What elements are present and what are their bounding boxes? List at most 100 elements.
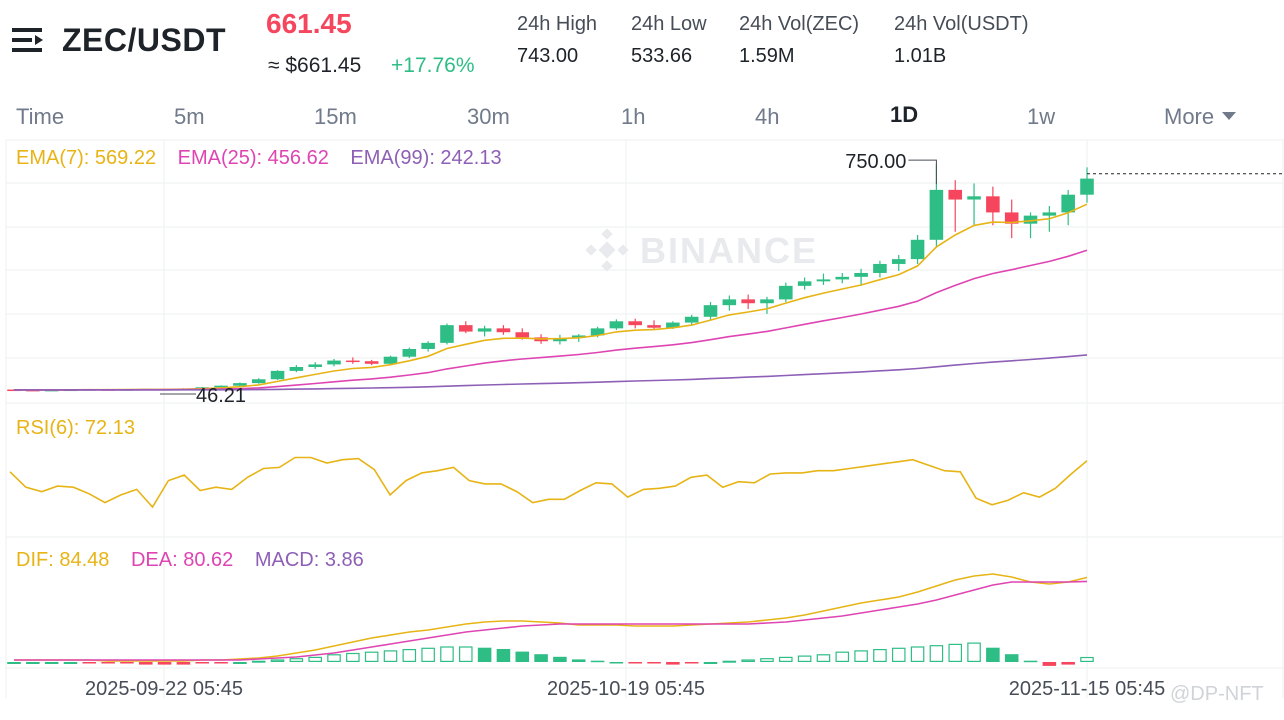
macd-bar <box>835 651 850 663</box>
watermark-text: BINANCE <box>640 230 818 271</box>
candle-body <box>703 305 718 317</box>
macd-bar <box>308 656 322 663</box>
candle-body <box>910 239 925 260</box>
macd-bar <box>44 661 59 664</box>
macd-bar <box>929 645 944 663</box>
ema-legend: EMA(7): 569.22 EMA(25): 456.62 EMA(99): … <box>16 147 502 170</box>
candle-body <box>289 367 304 371</box>
candle-body <box>628 321 642 326</box>
ticker-header: ZEC/USDT 661.45 ≈ $661.45 +17.76% 24h Hi… <box>0 0 1284 95</box>
candle-body <box>214 385 228 388</box>
candle-body <box>1042 212 1057 216</box>
macd-bar <box>421 647 435 662</box>
pair-title[interactable]: ZEC/USDT <box>62 22 226 58</box>
macd-bar <box>722 660 737 663</box>
high-label: 750.00 <box>845 151 906 173</box>
tab-4h[interactable]: 4h <box>755 104 780 129</box>
stat-low-label: 24h Low <box>631 13 707 35</box>
stat-vol-quote-value: 1.01B <box>894 45 947 67</box>
dea-line <box>14 580 1088 661</box>
macd-bar <box>383 650 398 663</box>
macd-bar <box>120 662 134 664</box>
macd-bar <box>891 647 906 662</box>
macd-bar <box>647 662 661 664</box>
candle-body <box>1004 212 1019 224</box>
macd-bar <box>157 662 172 665</box>
x-tick-label: 2025-11-15 05:45 <box>1009 678 1165 700</box>
ema-lines <box>13 173 1284 391</box>
candle-body <box>346 360 360 363</box>
ema99-line <box>14 354 1088 391</box>
stat-low-value: 533.66 <box>631 45 693 67</box>
macd-panel <box>7 573 1094 666</box>
candle-body <box>402 348 417 357</box>
tab-more-label: More <box>1164 104 1215 129</box>
macd-bar <box>986 647 1000 662</box>
tab-time[interactable]: Time <box>16 104 65 129</box>
menu-icon[interactable] <box>12 26 46 54</box>
x-tick-label: 2025-09-22 05:45 <box>85 678 243 700</box>
candle-body <box>797 281 812 286</box>
ema25-legend: EMA(25): 456.62 <box>177 147 329 169</box>
macd-bar <box>138 662 153 665</box>
candle-body <box>779 285 793 300</box>
macd-bar <box>327 654 341 662</box>
macd-bar <box>816 654 831 662</box>
macd-bar <box>534 654 548 662</box>
dif-line <box>14 573 1088 662</box>
tab-15m[interactable]: 15m <box>314 104 357 129</box>
macd-bar <box>553 656 567 662</box>
candle-body <box>383 356 398 364</box>
macd-bar <box>703 661 718 664</box>
candle-body <box>233 383 247 386</box>
candle-body <box>440 325 454 343</box>
tab-1d[interactable]: 1D <box>890 102 919 127</box>
macd-bar <box>63 661 78 664</box>
macd-bar <box>289 658 304 663</box>
macd-bar <box>346 652 360 663</box>
macd-bar <box>1004 654 1019 662</box>
macd-bar <box>684 662 699 664</box>
macd-bar <box>515 651 530 662</box>
candle-body <box>421 342 435 349</box>
tab-more[interactable]: More <box>1164 104 1237 130</box>
ema7-legend: EMA(7): 569.22 <box>16 147 157 169</box>
tab-1w[interactable]: 1w <box>1027 104 1056 129</box>
macd-bar <box>571 659 586 662</box>
macd-bar <box>967 642 981 662</box>
chart-grid <box>5 139 1284 698</box>
macd-bar <box>797 655 812 662</box>
macd-bar <box>741 659 755 662</box>
macd-bar <box>666 662 680 665</box>
candle-body <box>647 325 661 328</box>
macd-legend: DIF: 84.48 DEA: 80.62 MACD: 3.86 <box>16 549 364 572</box>
macd-bar <box>496 649 511 662</box>
candle-body <box>986 196 1000 213</box>
macd-bar <box>1023 660 1038 663</box>
macd-bar <box>1042 662 1057 666</box>
candle-body <box>1061 194 1075 213</box>
candle-body <box>929 189 944 240</box>
tab-30m[interactable]: 30m <box>467 104 510 129</box>
tab-1h[interactable]: 1h <box>621 104 646 129</box>
macd-bar <box>26 661 40 664</box>
macd-bar <box>270 659 285 662</box>
source-mark: @DP-NFT <box>1170 683 1264 705</box>
binance-watermark: BINANCE <box>585 228 818 272</box>
candle-body <box>760 299 774 304</box>
stat-vol-base-value: 1.59M <box>739 45 795 67</box>
candle-body <box>496 328 511 333</box>
tab-5m[interactable]: 5m <box>174 104 205 129</box>
candle-body <box>515 332 530 338</box>
caret-down-icon <box>1222 112 1237 121</box>
candle-body <box>477 328 492 332</box>
macd-bar <box>1061 662 1075 665</box>
candle-body <box>816 279 831 282</box>
ema25-line <box>14 249 1088 391</box>
candle-body <box>308 364 322 368</box>
macd-bar <box>101 662 115 664</box>
candle-body <box>459 325 473 332</box>
macd-bar <box>195 662 210 664</box>
high-pointer <box>908 159 937 185</box>
